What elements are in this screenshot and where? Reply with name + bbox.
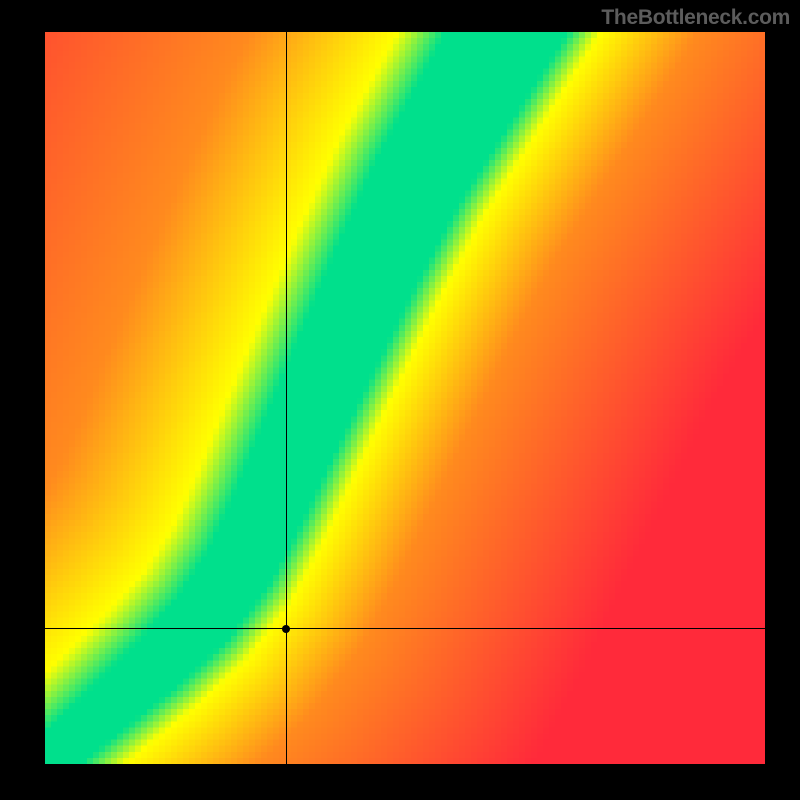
chart-container: TheBottleneck.com xyxy=(0,0,800,800)
crosshair-vertical xyxy=(286,32,287,764)
crosshair-horizontal xyxy=(45,628,765,629)
crosshair-dot xyxy=(282,625,290,633)
watermark-text: TheBottleneck.com xyxy=(601,6,790,30)
bottleneck-heatmap xyxy=(45,32,765,764)
